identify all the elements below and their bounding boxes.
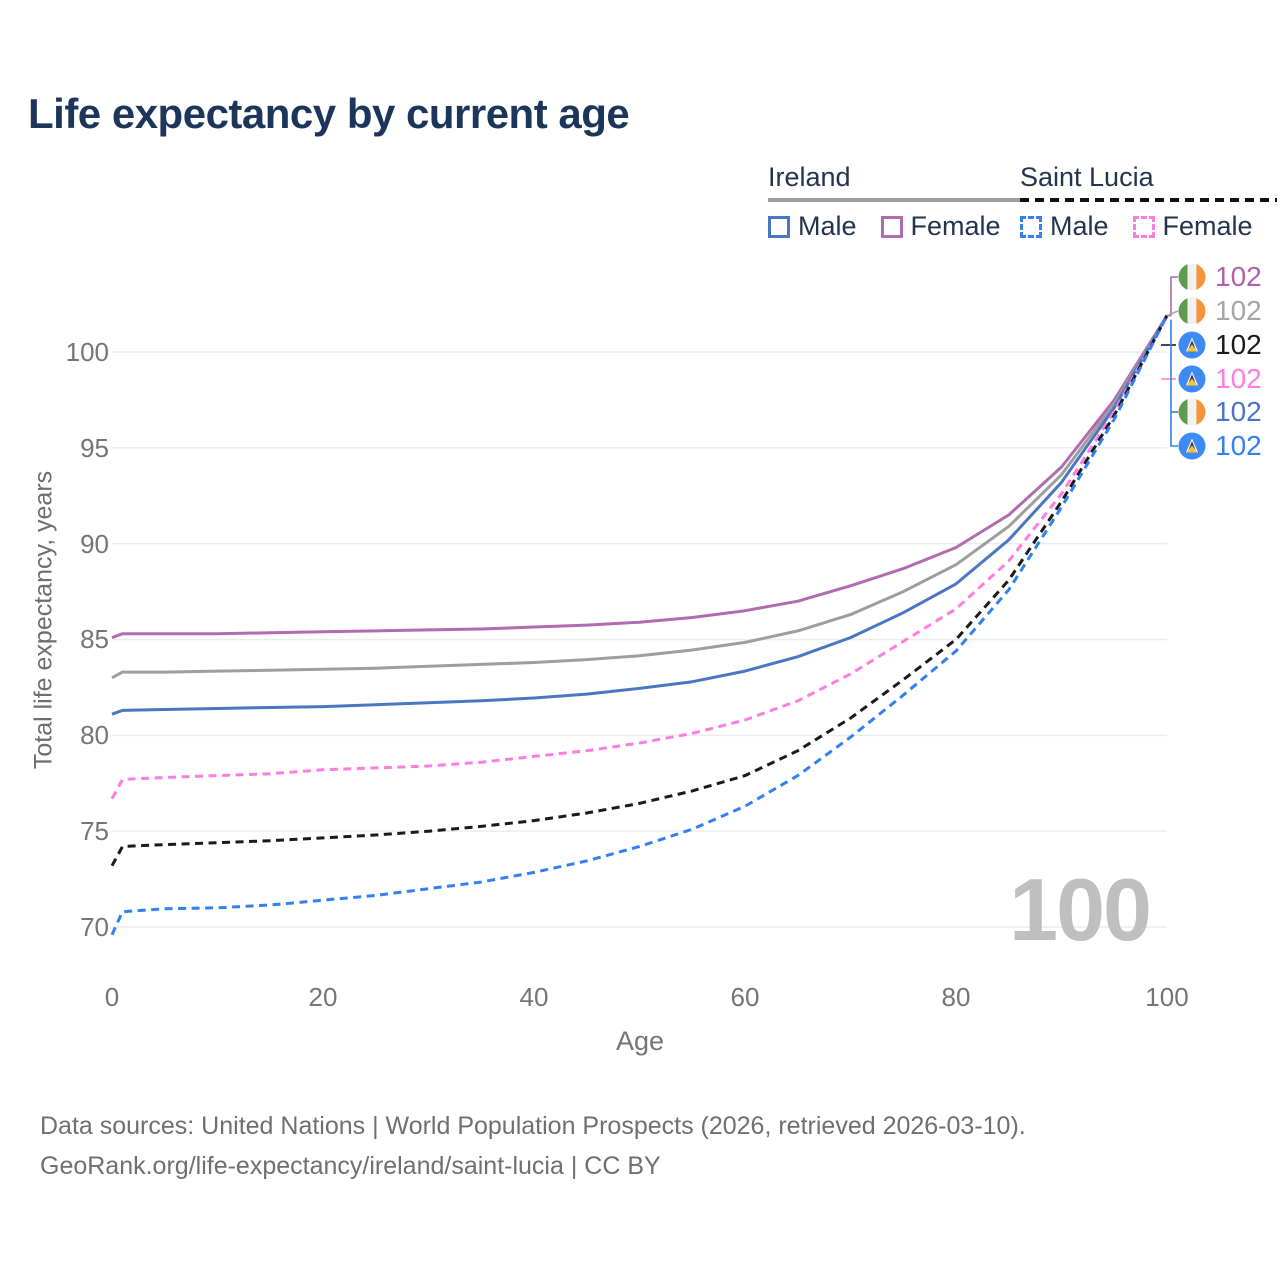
- end-label-ireland-female: 102: [1178, 263, 1262, 291]
- end-label-saint-lucia-total: 102: [1178, 331, 1262, 359]
- legend-swatch-ireland-male: [768, 215, 790, 238]
- end-label-saint-lucia-female: 102: [1178, 365, 1262, 393]
- x-tick-80: 80: [941, 982, 971, 1012]
- footer-url: GeoRank.org/life-expectancy/ireland/sain…: [40, 1152, 661, 1180]
- y-tick-70: 70: [80, 912, 109, 942]
- end-value: 102: [1215, 329, 1262, 360]
- saint-lucia-flag-icon: [1178, 331, 1206, 359]
- footer: Data sources: United Nations | World Pop…: [40, 1106, 1026, 1186]
- legend-group-ireland: Ireland Male Female: [768, 162, 1025, 242]
- x-tick-20: 20: [308, 982, 338, 1012]
- series-lines: [110, 314, 1169, 936]
- y-tick-85: 85: [80, 624, 109, 655]
- legend-group-saintlucia: Saint Lucia Male Female: [1020, 162, 1277, 242]
- end-value: 102: [1215, 430, 1262, 461]
- ireland-flag-icon: [1178, 263, 1206, 291]
- connector-1: [1166, 310, 1179, 317]
- end-label-ireland-male: 102: [1178, 398, 1262, 426]
- saint-lucia-flag-icon: [1178, 432, 1206, 460]
- series-saint-lucia-male: [110, 314, 1169, 936]
- y-tick-80: 80: [80, 720, 109, 751]
- y-tick-75: 75: [80, 816, 109, 847]
- x-tick-100: 100: [1145, 982, 1189, 1012]
- series-saint-lucia-total: [110, 314, 1169, 867]
- series-ireland-male: [111, 314, 1169, 716]
- ireland-flag-icon: [1178, 398, 1206, 426]
- series-ireland-total: [111, 314, 1169, 680]
- x-tick-40: 40: [519, 982, 549, 1012]
- ireland-flag-icon: [1178, 297, 1206, 325]
- legend-swatch-saintlucia-male: [1020, 215, 1042, 238]
- x-tick-0: 0: [104, 982, 120, 1012]
- end-value: 102: [1215, 295, 1262, 326]
- y-axis-title: Total life expectancy, years: [29, 470, 58, 770]
- connector-5: [1170, 319, 1178, 447]
- end-value: 102: [1215, 396, 1262, 427]
- legend-swatch-saintlucia-female: [1132, 215, 1155, 238]
- y-tick-95: 95: [80, 432, 109, 463]
- legend-label-saintlucia-male: Male: [1050, 211, 1109, 241]
- footer-sources: Data sources: United Nations | World Pop…: [40, 1112, 1026, 1140]
- series-saint-lucia-female: [110, 314, 1169, 800]
- legend-saintlucia-line-sample: [1020, 198, 1277, 202]
- legend-label-ireland-male: Male: [798, 211, 857, 241]
- legend-ireland-label: Ireland: [768, 162, 851, 192]
- legend-label-ireland-female: Female: [910, 211, 1001, 241]
- end-label-ireland-total: 102: [1178, 297, 1262, 325]
- legend-label-saintlucia-female: Female: [1162, 211, 1253, 241]
- x-tick-60: 60: [730, 982, 760, 1012]
- connector-0: [1167, 276, 1178, 317]
- end-label-saint-lucia-male: 102: [1178, 432, 1262, 460]
- series-ireland-female: [111, 314, 1169, 640]
- age-watermark: 100: [1009, 860, 1152, 959]
- legend-ireland-line-sample: [768, 198, 1025, 202]
- x-axis-title: Age: [615, 1026, 665, 1056]
- y-tick-90: 90: [80, 528, 109, 559]
- chart-title: Life expectancy by current age: [28, 90, 630, 137]
- legend-swatch-ireland-female: [880, 215, 903, 238]
- end-value: 102: [1215, 261, 1262, 292]
- saint-lucia-flag-icon: [1178, 365, 1206, 393]
- end-label-connectors: [1161, 276, 1179, 447]
- y-tick-100: 100: [65, 336, 109, 367]
- end-value: 102: [1215, 363, 1262, 394]
- legend-saintlucia-label: Saint Lucia: [1020, 162, 1154, 192]
- gridlines: [112, 351, 1167, 928]
